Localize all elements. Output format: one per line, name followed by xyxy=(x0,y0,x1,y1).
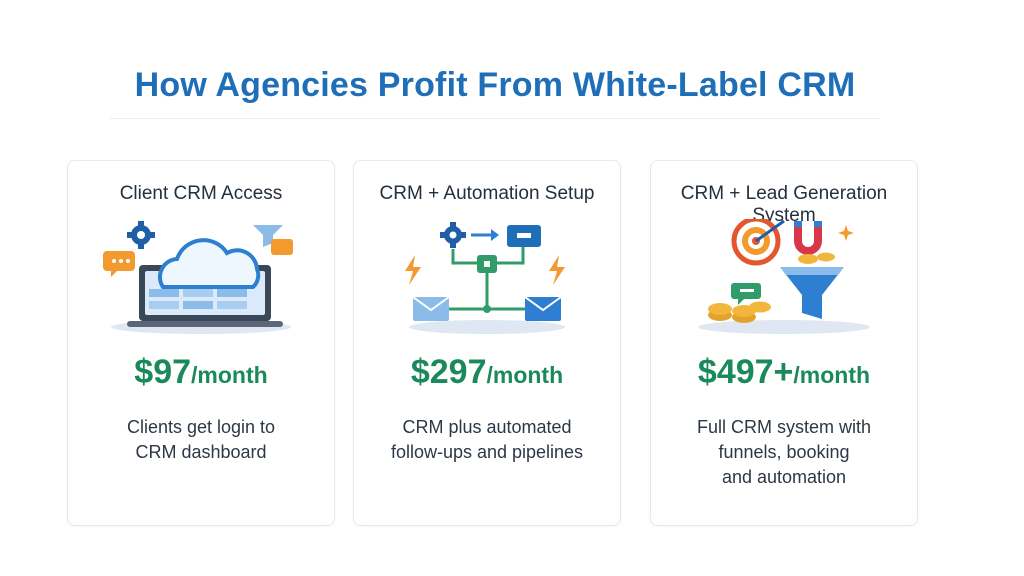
pricing-card-client-crm-access: Client CRM Access xyxy=(67,160,335,526)
price-amount: $97 xyxy=(134,353,192,391)
card-title: Client CRM Access xyxy=(119,183,283,204)
target-icon xyxy=(731,219,785,266)
funnel-icon xyxy=(780,267,844,319)
card-price: $297/month xyxy=(354,353,620,392)
card-price: $497+/month xyxy=(651,353,917,392)
client-crm-access-illustration xyxy=(103,221,293,334)
arrow-right-icon xyxy=(471,229,499,241)
price-period: /month xyxy=(793,362,871,388)
chat-bubble-icon xyxy=(103,251,135,277)
card-title: CRM + Automation Setup xyxy=(379,183,595,204)
envelope-icon xyxy=(412,296,562,321)
crm-automation-illustration xyxy=(405,222,565,334)
pricing-card-crm-automation-setup: CRM + Automation Setup xyxy=(353,160,621,526)
price-amount: $297 xyxy=(410,353,487,391)
price-period: /month xyxy=(486,362,564,388)
funnel-icon xyxy=(253,225,293,255)
gear-icon xyxy=(127,221,155,249)
shadow-ellipse xyxy=(409,320,565,334)
title-divider xyxy=(110,118,880,119)
coins-icon xyxy=(708,252,835,323)
page-title: How Agencies Profit From White-Label CRM xyxy=(134,66,856,104)
card-price: $97/month xyxy=(68,353,334,392)
price-period: /month xyxy=(191,362,268,388)
lightning-icon xyxy=(405,255,565,285)
chat-bubble-icon xyxy=(731,283,761,305)
price-amount: $497+ xyxy=(697,353,794,391)
card-description: Clients get login to CRM dashboard xyxy=(126,417,276,462)
card-description: Full CRM system with funnels, booking an… xyxy=(696,417,871,487)
message-icon xyxy=(507,225,541,247)
card-description: CRM plus automated follow-ups and pipeli… xyxy=(390,417,584,462)
pricing-card-crm-lead-generation: CRM + Lead Generation System xyxy=(650,160,918,526)
gear-icon xyxy=(440,222,466,248)
sparkle-icon xyxy=(838,225,854,241)
workflow-node-icon xyxy=(477,255,497,313)
lead-generation-illustration xyxy=(698,219,870,334)
cloud-icon xyxy=(157,238,261,289)
shadow-ellipse xyxy=(698,320,870,334)
magnet-icon xyxy=(794,221,822,255)
